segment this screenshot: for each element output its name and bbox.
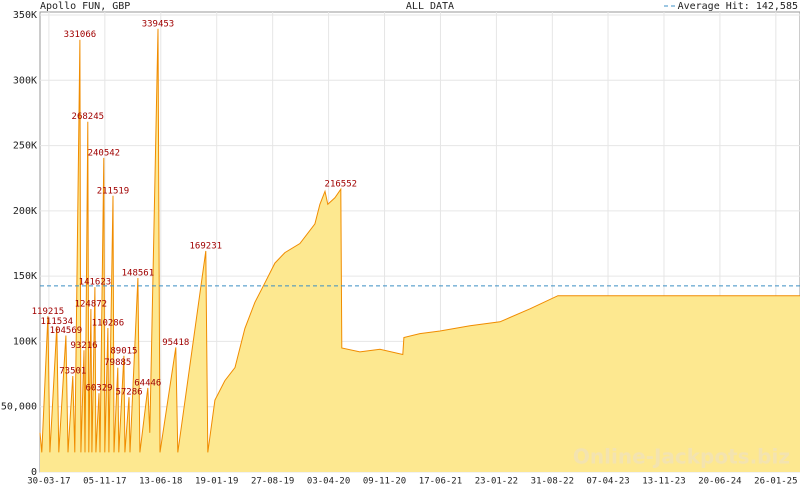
- data-label: 331066: [64, 30, 97, 40]
- y-tick-label: 150K: [13, 271, 37, 282]
- y-tick-label: 250K: [13, 141, 37, 152]
- x-tick-label: 30-03-17: [27, 477, 70, 487]
- x-tick-label: 17-06-21: [419, 477, 462, 487]
- y-tick-label: 300K: [13, 75, 37, 86]
- data-label: 211519: [97, 186, 130, 196]
- data-label: 73501: [59, 367, 86, 377]
- chart-subtitle: Apollo FUN, GBP: [40, 1, 130, 12]
- data-label: 93216: [70, 341, 97, 351]
- x-tick-label: 20-06-24: [698, 477, 741, 487]
- x-tick-label: 31-08-22: [531, 477, 574, 487]
- data-label: 141623: [79, 278, 112, 288]
- data-label: 268245: [72, 112, 105, 122]
- data-label: 57286: [115, 388, 142, 398]
- y-tick-label: 0: [31, 467, 37, 478]
- watermark: Online-Jackpots.biz: [573, 445, 790, 469]
- data-label: 216552: [325, 180, 358, 190]
- data-label: 124872: [75, 299, 108, 309]
- data-label: 119215: [32, 307, 65, 317]
- x-tick-label: 26-01-25: [754, 477, 797, 487]
- data-label: 64446: [134, 378, 161, 388]
- data-label: 240542: [88, 148, 121, 158]
- data-label: 60329: [85, 384, 112, 394]
- x-tick-label: 03-04-20: [307, 477, 350, 487]
- y-tick-label: 200K: [13, 206, 37, 217]
- x-tick-label: 05-11-17: [83, 477, 126, 487]
- data-label: 104569: [50, 326, 83, 336]
- x-tick-label: 27-08-19: [251, 477, 294, 487]
- data-label: 89015: [110, 346, 137, 356]
- x-tick-label: 09-11-20: [363, 477, 406, 487]
- data-label: 95418: [162, 338, 189, 348]
- legend-label: Average Hit: 142,585: [678, 1, 798, 12]
- data-label: 79885: [104, 358, 131, 368]
- y-tick-label: 100K: [13, 336, 37, 347]
- area-line: [39, 28, 800, 453]
- y-tick-label: 350K: [13, 10, 37, 21]
- area-fill: [40, 28, 800, 473]
- x-tick-label: 13-11-23: [642, 477, 685, 487]
- x-tick-label: 07-04-23: [586, 477, 629, 487]
- data-label: 339453: [142, 19, 175, 29]
- y-tick-label: 50,000: [1, 402, 37, 413]
- chart-title: ALL DATA: [406, 1, 454, 12]
- data-label: 148561: [122, 269, 155, 279]
- data-label: 169231: [190, 242, 223, 252]
- data-label: 111534: [41, 317, 74, 327]
- x-tick-label: 13-06-18: [139, 477, 182, 487]
- x-tick-label: 23-01-22: [475, 477, 518, 487]
- data-label: 110286: [92, 318, 125, 328]
- x-tick-label: 19-01-19: [195, 477, 238, 487]
